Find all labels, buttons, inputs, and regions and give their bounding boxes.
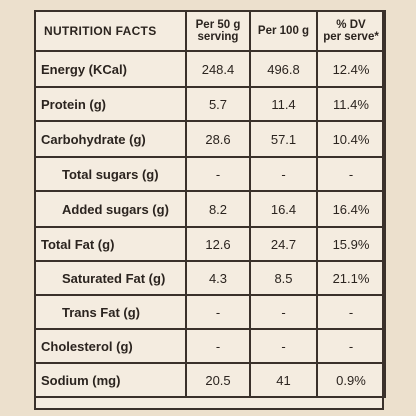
value-per-100g: 16.4: [249, 190, 318, 228]
header-dv: % DV per serve*: [316, 10, 386, 52]
value-per-100g: 11.4: [249, 86, 318, 122]
value-per-50g: 5.7: [185, 86, 251, 122]
header-per-50g: Per 50 g serving: [185, 10, 251, 52]
value-per-100g: -: [249, 328, 318, 364]
value-dv: 16.4%: [316, 190, 386, 228]
value-per-50g: 248.4: [185, 50, 251, 88]
table-row: Saturated Fat (g) 4.3 8.5 21.1%: [34, 260, 386, 296]
header-per-50g-line1: Per 50 g: [195, 19, 241, 31]
nutrient-name: Added sugars (g): [34, 190, 187, 228]
nutrient-name: Sodium (mg): [34, 362, 187, 398]
value-per-100g: -: [249, 156, 318, 192]
table-row: Carbohydrate (g) 28.6 57.1 10.4%: [34, 120, 386, 158]
table-row: Added sugars (g) 8.2 16.4 16.4%: [34, 190, 386, 228]
value-per-50g: -: [185, 294, 251, 330]
table-row: Total Fat (g) 12.6 24.7 15.9%: [34, 226, 386, 262]
value-dv: 15.9%: [316, 226, 386, 262]
value-per-50g: 28.6: [185, 120, 251, 158]
nutrition-facts-table: NUTRITION FACTS Per 50 g serving Per 100…: [34, 10, 386, 398]
value-per-100g: -: [249, 294, 318, 330]
value-per-50g: 8.2: [185, 190, 251, 228]
value-dv: -: [316, 294, 386, 330]
nutrient-name: Protein (g): [34, 86, 187, 122]
value-dv: 12.4%: [316, 50, 386, 88]
nutrient-name: Trans Fat (g): [34, 294, 187, 330]
header-dv-line1: % DV: [336, 19, 366, 31]
value-per-100g: 57.1: [249, 120, 318, 158]
value-dv: 10.4%: [316, 120, 386, 158]
table-header-row: NUTRITION FACTS Per 50 g serving Per 100…: [34, 10, 386, 52]
header-nutrition-facts: NUTRITION FACTS: [34, 10, 187, 52]
nutrient-name: Cholesterol (g): [34, 328, 187, 364]
value-per-100g: 496.8: [249, 50, 318, 88]
nutrient-name: Total Fat (g): [34, 226, 187, 262]
value-per-100g: 8.5: [249, 260, 318, 296]
value-dv: -: [316, 156, 386, 192]
value-per-100g: 24.7: [249, 226, 318, 262]
value-dv: 21.1%: [316, 260, 386, 296]
table-row: Energy (KCal) 248.4 496.8 12.4%: [34, 50, 386, 88]
table-row: Total sugars (g) - - -: [34, 156, 386, 192]
table-row: Trans Fat (g) - - -: [34, 294, 386, 330]
value-per-50g: -: [185, 156, 251, 192]
table-row: Protein (g) 5.7 11.4 11.4%: [34, 86, 386, 122]
value-per-50g: 4.3: [185, 260, 251, 296]
nutrient-name: Carbohydrate (g): [34, 120, 187, 158]
nutrient-name: Energy (KCal): [34, 50, 187, 88]
header-per-100g: Per 100 g: [249, 10, 318, 52]
value-per-100g: 41: [249, 362, 318, 398]
value-per-50g: -: [185, 328, 251, 364]
value-per-50g: 20.5: [185, 362, 251, 398]
header-per-50g-line2: serving: [197, 31, 239, 43]
value-dv: 0.9%: [316, 362, 386, 398]
table-row: Cholesterol (g) - - -: [34, 328, 386, 364]
value-per-50g: 12.6: [185, 226, 251, 262]
value-dv: -: [316, 328, 386, 364]
nutrient-name: Total sugars (g): [34, 156, 187, 192]
table-row: Sodium (mg) 20.5 41 0.9%: [34, 362, 386, 398]
nutrient-name: Saturated Fat (g): [34, 260, 187, 296]
header-dv-line2: per serve*: [323, 31, 379, 43]
value-dv: 11.4%: [316, 86, 386, 122]
